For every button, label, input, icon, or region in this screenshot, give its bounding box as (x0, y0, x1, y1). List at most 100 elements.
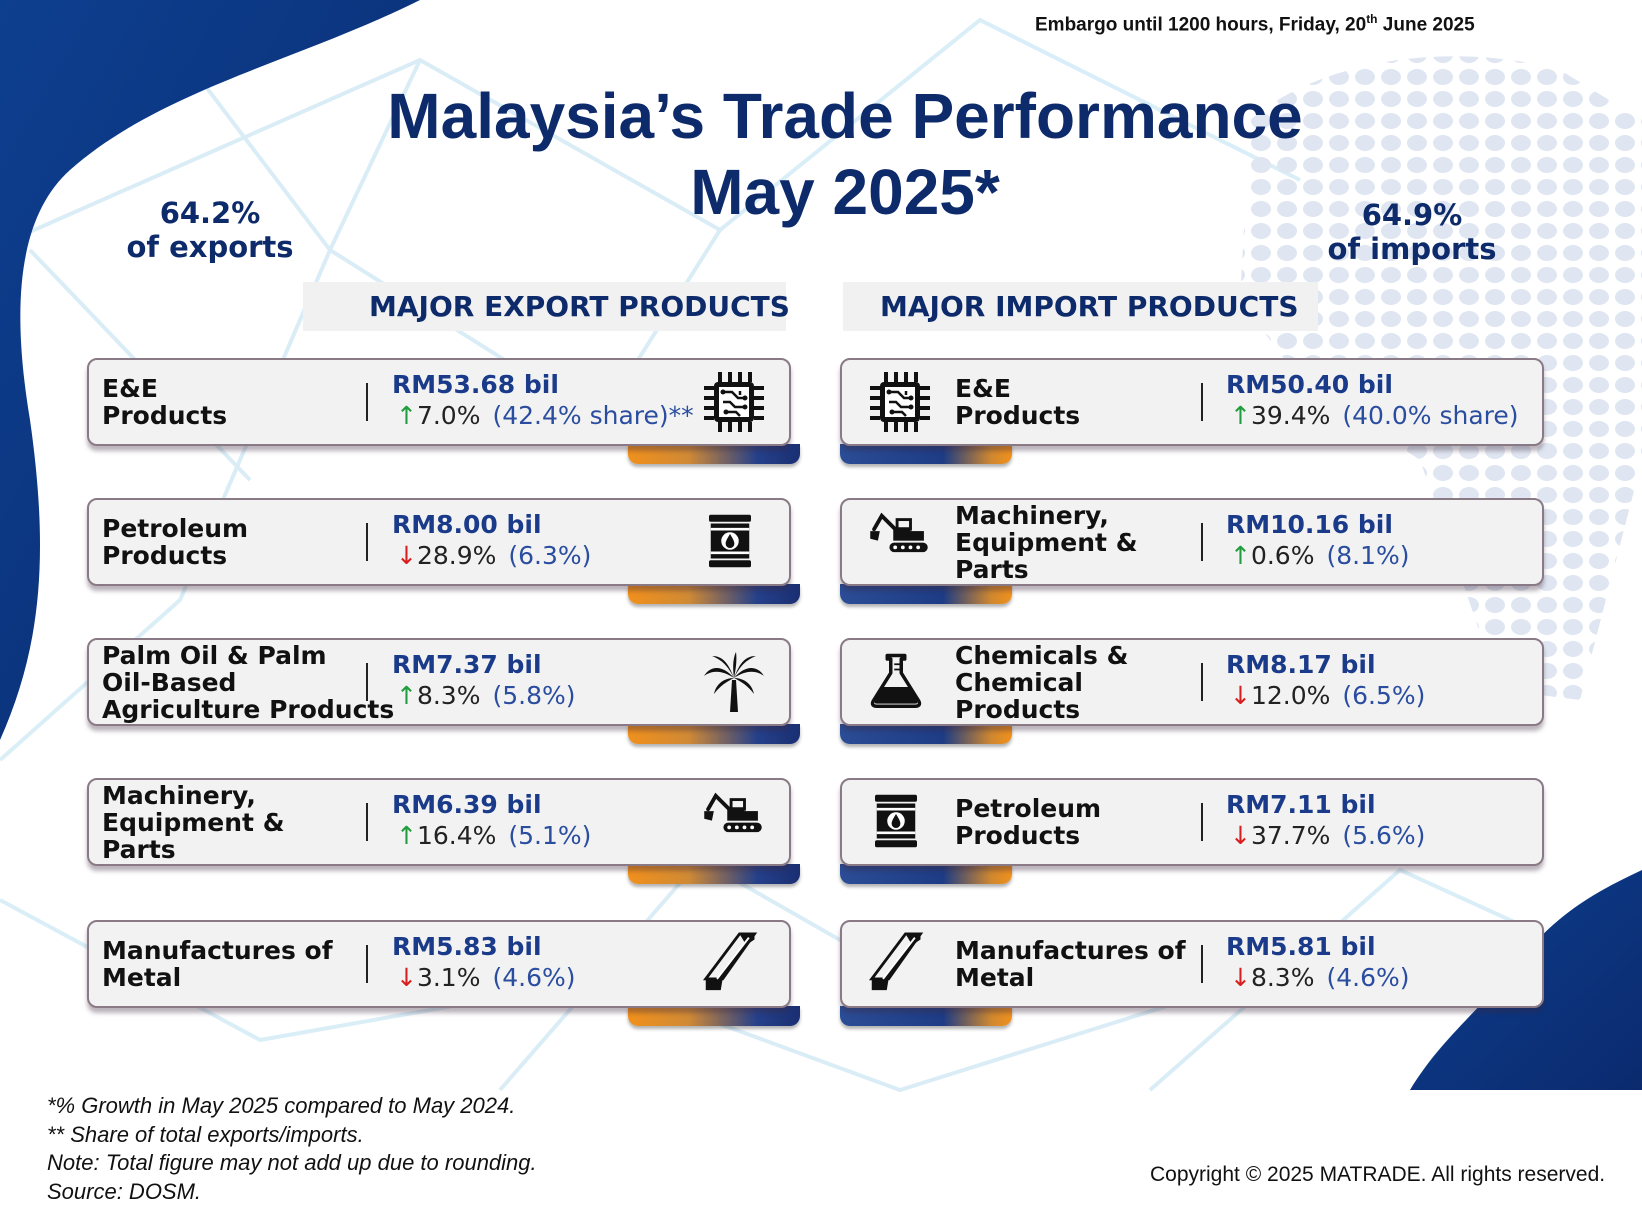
export-section-heading: MAJOR EXPORT PRODUCTS (303, 282, 790, 331)
share-percent: (42.4% share)** (492, 401, 694, 430)
steel-beam-icon (702, 932, 762, 996)
import-product-card (840, 498, 1544, 586)
share-percent: (4.6%) (492, 963, 576, 992)
export-product-card (87, 778, 791, 866)
title-line-2: May 2025* (690, 156, 1000, 228)
import-product-name-line: Manufactures of (955, 936, 1186, 965)
export-value: RM6.39 bil (392, 790, 542, 819)
import-product-name-line: Products (955, 694, 1081, 724)
export-growth: ↓28.9% (6.3%) (396, 541, 591, 571)
export-value: RM8.00 bil (392, 510, 542, 539)
import-growth: ↓12.0% (6.5%) (1230, 681, 1425, 711)
import-product-name: Manufactures of Metal (955, 937, 1186, 991)
import-card-tab (840, 584, 1012, 604)
exports-share-summary: 64.2% of exports (90, 196, 330, 264)
export-product-name-line: Metal (102, 963, 182, 992)
export-product-name-line: Machinery, (102, 780, 256, 810)
export-product-card (87, 498, 791, 586)
import-product-name: Chemicals & Chemical Products (955, 642, 1128, 723)
steel-beam-icon (868, 932, 928, 996)
export-value: RM7.37 bil (392, 650, 542, 679)
import-product-name: Petroleum Products (955, 795, 1101, 849)
microchip-icon (868, 370, 932, 438)
share-percent: (6.3%) (508, 541, 592, 570)
export-card-tab (628, 724, 800, 744)
arrow-down-icon: ↓ (396, 963, 417, 992)
growth-rate: 39.4% (1250, 401, 1331, 430)
import-value: RM8.17 bil (1226, 650, 1376, 679)
export-product-name: Machinery, Equipment & Parts (102, 782, 285, 863)
microchip-icon (702, 370, 766, 438)
excavator-icon (702, 790, 764, 840)
export-growth: ↓3.1% (4.6%) (396, 963, 576, 993)
footnote-share: ** Share of total exports/imports. (47, 1121, 364, 1147)
share-percent: (8.1%) (1326, 541, 1410, 570)
arrow-down-icon: ↓ (1230, 681, 1251, 710)
share-percent: (5.1%) (508, 821, 592, 850)
separator (366, 523, 368, 561)
import-product-name-line: Chemical (955, 667, 1083, 697)
separator (366, 945, 368, 983)
footnotes: *% Growth in May 2025 compared to May 20… (47, 1092, 537, 1206)
export-product-name: Palm Oil & Palm Oil-Based Agriculture Prod… (102, 642, 394, 723)
import-growth: ↓37.7% (5.6%) (1230, 821, 1425, 851)
separator (366, 803, 368, 841)
import-product-name-line: Chemicals & (955, 640, 1129, 670)
export-growth: ↑7.0% (42.4% share)** (396, 401, 694, 431)
growth-rate: 37.7% (1250, 821, 1331, 850)
flask-icon (868, 650, 924, 714)
copyright-notice: Copyright © 2025 MATRADE. All rights res… (1150, 1163, 1606, 1186)
palm-tree-icon (702, 650, 766, 718)
import-value: RM10.16 bil (1226, 510, 1393, 539)
export-product-name-line: E&E (102, 374, 158, 403)
export-growth: ↑16.4% (5.1%) (396, 821, 591, 851)
import-value: RM7.11 bil (1226, 790, 1376, 819)
share-percent: (5.6%) (1342, 821, 1426, 850)
export-value: RM5.83 bil (392, 932, 542, 961)
growth-rate: 7.0% (416, 401, 481, 430)
export-product-card (87, 920, 791, 1008)
export-product-name: Manufactures of Metal (102, 937, 333, 991)
export-card-tab (628, 584, 800, 604)
growth-rate: 0.6% (1250, 541, 1315, 570)
import-value: RM5.81 bil (1226, 932, 1376, 961)
arrow-up-icon: ↑ (396, 821, 417, 850)
export-card-tab (628, 444, 800, 464)
import-product-name: E&E Products (955, 375, 1080, 429)
separator (1201, 663, 1203, 701)
embargo-notice: Embargo until 1200 hours, Friday, 20th J… (1035, 12, 1475, 36)
import-card-tab (840, 724, 1012, 744)
export-product-name-line: Agriculture Products (102, 694, 395, 724)
export-product-name-line: Manufactures of (102, 936, 333, 965)
arrow-down-icon: ↓ (1230, 963, 1251, 992)
export-product-name-line: Parts (102, 834, 176, 864)
separator (366, 383, 368, 421)
export-product-name: Petroleum Products (102, 515, 248, 569)
import-product-name-line: Petroleum (955, 794, 1102, 823)
growth-rate: 16.4% (416, 821, 497, 850)
growth-rate: 8.3% (1250, 963, 1315, 992)
export-product-name-line: Products (102, 401, 228, 430)
oil-barrel-icon (868, 790, 924, 856)
separator (1201, 523, 1203, 561)
import-value: RM50.40 bil (1226, 370, 1393, 399)
import-growth: ↑39.4% (40.0% share) (1230, 401, 1519, 431)
arrow-down-icon: ↓ (396, 541, 417, 570)
import-product-name-line: E&E (955, 374, 1011, 403)
import-product-card (840, 778, 1544, 866)
import-product-name-line: Machinery, (955, 500, 1109, 530)
import-growth: ↓8.3% (4.6%) (1230, 963, 1410, 993)
growth-rate: 12.0% (1250, 681, 1331, 710)
import-product-name-line: Equipment & (955, 527, 1138, 557)
growth-rate: 8.3% (416, 681, 481, 710)
arrow-up-icon: ↑ (396, 401, 417, 430)
import-product-name-line: Parts (955, 554, 1029, 584)
footnote-growth: *% Growth in May 2025 compared to May 20… (47, 1093, 516, 1118)
import-card-tab (840, 864, 1012, 884)
imports-share-label: of imports (1327, 232, 1497, 266)
export-product-card (87, 638, 791, 726)
import-product-card (840, 358, 1544, 446)
export-product-name-line: Petroleum (102, 514, 249, 543)
export-card-tab (628, 1006, 800, 1026)
export-card-tab (628, 864, 800, 884)
